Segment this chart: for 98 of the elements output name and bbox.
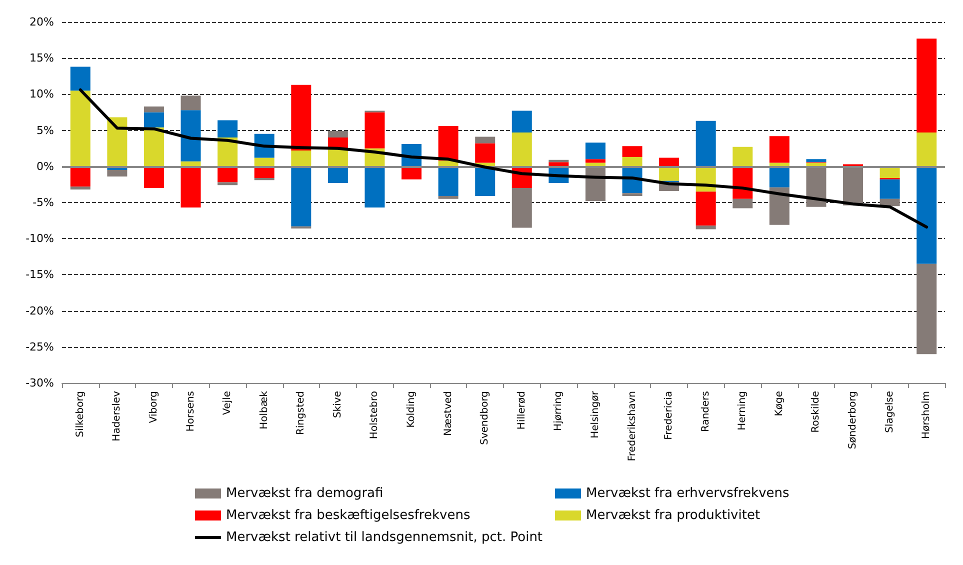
bar: [622, 157, 642, 166]
bar: [218, 120, 238, 138]
bar: [180, 166, 201, 208]
x-tick-label: Ringsted: [296, 391, 307, 436]
bar: [548, 162, 569, 166]
bar: [622, 146, 642, 158]
bar: [438, 166, 458, 196]
bar: [144, 106, 164, 112]
x-tick-label: Viborg: [148, 391, 160, 424]
x-tick-label: Skive: [332, 391, 344, 418]
x-tick-label: Svendborg: [480, 391, 491, 445]
x-tick-label: Holstebro: [369, 391, 380, 440]
bar: [180, 110, 201, 162]
x-tick-label: Næstved: [442, 391, 454, 436]
bar: [475, 143, 496, 163]
x-tick-label: Helsingør: [590, 390, 601, 438]
bar: [218, 166, 238, 182]
bar: [475, 136, 496, 144]
bar: [364, 112, 385, 148]
bar: [659, 158, 680, 166]
bar: [475, 166, 496, 196]
bar: [916, 38, 937, 132]
bar: [328, 166, 348, 184]
bar: [364, 166, 385, 208]
bar: [696, 120, 716, 166]
x-tick-label: Randers: [700, 391, 712, 432]
x-tick-label: Køge: [774, 391, 785, 416]
bar: [70, 166, 90, 187]
x-tick-label: Herning: [737, 391, 748, 430]
bar: [769, 187, 790, 225]
bar: [70, 90, 90, 166]
bar: [144, 127, 164, 166]
y-tick-label: 20%: [30, 16, 54, 28]
bar: [548, 160, 569, 162]
bar: [916, 264, 937, 354]
x-tick-label: Hørsholm: [921, 391, 932, 439]
bar: [696, 226, 716, 230]
bar: [144, 166, 164, 188]
bar: [328, 131, 348, 138]
line-series: [78, 88, 928, 229]
x-tick-label: Roskilde: [810, 391, 822, 433]
bar: [291, 84, 312, 151]
bar: [512, 188, 532, 228]
bar: [732, 146, 753, 166]
y-tick-label: -15%: [26, 268, 54, 282]
x-tick-label: Kolding: [406, 391, 418, 428]
bar: [180, 96, 201, 110]
x-tick-label: Sønderborg: [848, 391, 859, 450]
bar: [769, 136, 790, 163]
y-tick-label: -25%: [26, 340, 54, 354]
x-tick-label: Horsens: [185, 391, 196, 432]
y-tick-label: -5%: [32, 196, 54, 209]
x-tick-label: Holbæk: [258, 390, 270, 430]
x-tick-label: Frederikshavn: [626, 391, 638, 462]
x-tick-label: Silkeborg: [74, 391, 86, 438]
bar: [512, 110, 532, 132]
y-tick-label: 0%: [36, 160, 54, 173]
bar: [107, 117, 128, 166]
legend-label: Mervækst fra beskæftigelsesfrekvens: [226, 508, 470, 523]
bar: [107, 168, 128, 170]
x-tick-label: Hillerød: [516, 391, 528, 430]
bar: [144, 112, 164, 128]
bar: [732, 198, 753, 208]
bar: [254, 178, 274, 180]
legend-label: Mervækst fra erhvervsfrekvens: [586, 486, 790, 501]
bar: [880, 179, 900, 199]
bar: [696, 192, 716, 226]
bar: [512, 132, 532, 166]
x-tick-label: Slagelse: [884, 391, 896, 433]
bar: [916, 166, 937, 264]
bar: [806, 159, 826, 162]
legend-label: Mervækst fra produktivitet: [586, 508, 760, 523]
y-tick-label: -20%: [26, 304, 54, 318]
bar: [438, 126, 458, 161]
bar: [107, 170, 128, 177]
y-tick-label: 10%: [30, 88, 54, 101]
bar: [769, 166, 790, 188]
x-tick-label: Vejle: [222, 391, 234, 415]
bar: [916, 132, 937, 166]
bar: [291, 166, 312, 226]
x-tick-label: Hjørring: [553, 391, 564, 431]
bar: [70, 186, 90, 190]
y-tick-label: -30%: [26, 376, 54, 390]
bar: [291, 150, 312, 166]
y-tick-label: -10%: [26, 232, 54, 246]
bar: [585, 159, 606, 163]
bar: [254, 158, 274, 166]
bar: [659, 166, 680, 181]
bar: [70, 66, 90, 91]
legend-label: Mervækst relativt til landsgennemsnit, pct. Point: [226, 530, 543, 545]
legend-label: Mervækst fra demografi: [226, 486, 384, 501]
x-tick-label: Haderslev: [112, 390, 123, 442]
x-tick-label: Fredericia: [664, 391, 675, 440]
bar: [438, 196, 458, 199]
y-tick-label: 15%: [30, 52, 54, 65]
y-tick-label: 5%: [36, 124, 54, 137]
bar: [622, 193, 642, 196]
bar: [585, 142, 606, 160]
